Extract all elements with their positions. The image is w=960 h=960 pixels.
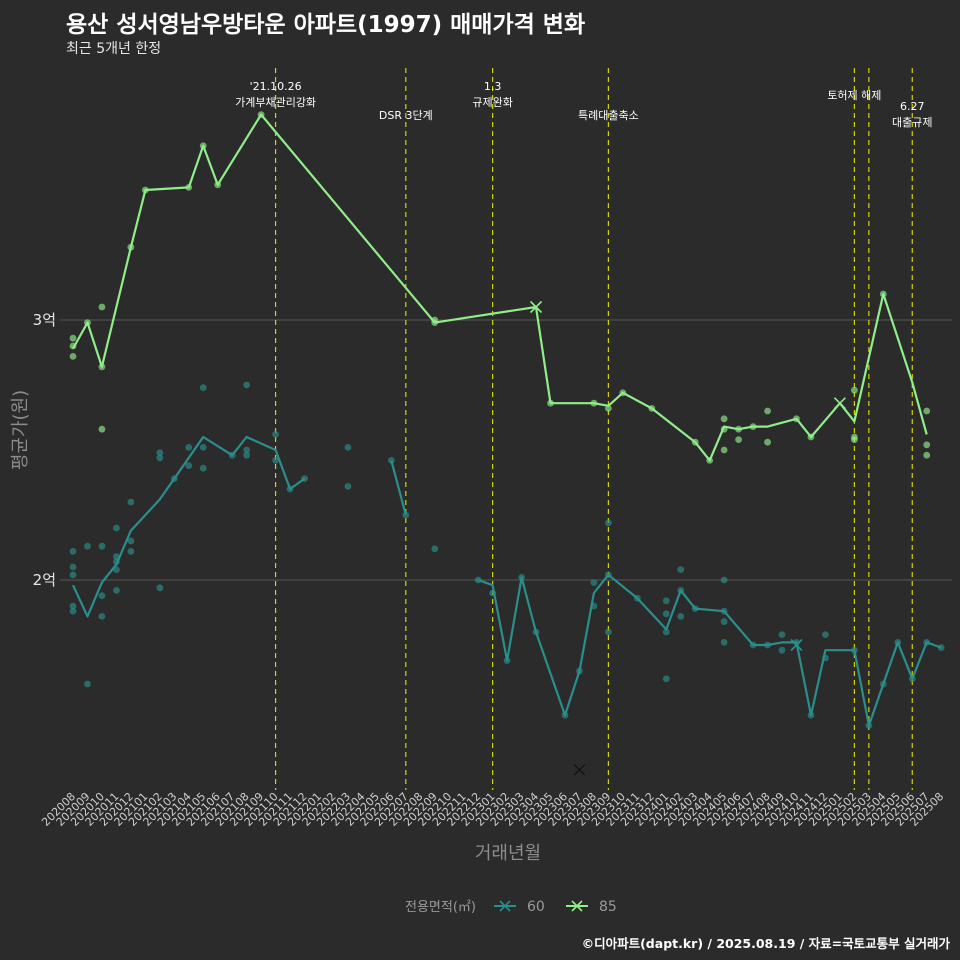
data-point-60	[127, 537, 135, 545]
series-line-60	[390, 460, 407, 516]
data-point-60	[156, 449, 164, 456]
data-point-60	[69, 548, 77, 555]
legend-key-cross	[571, 900, 583, 912]
data-point-60	[84, 680, 91, 688]
series-line-60	[72, 435, 306, 618]
y-tick-label: 3억	[33, 311, 56, 329]
data-point-60	[185, 462, 193, 469]
data-point-60	[98, 592, 106, 599]
data-point-60	[344, 483, 352, 490]
y-tick-label: 2억	[33, 571, 56, 589]
data-point-60	[98, 542, 106, 550]
legend-label-85: 85	[599, 899, 617, 915]
series-line-60	[477, 573, 942, 727]
data-point-85	[850, 386, 858, 394]
data-point-60	[185, 444, 193, 451]
data-point-85	[604, 405, 612, 412]
cross-marker-shadow	[573, 763, 586, 776]
data-point-60	[199, 444, 207, 451]
data-point-85	[850, 436, 858, 443]
legend: 전용면적(㎡) 60 85	[405, 899, 617, 915]
data-point-60	[662, 628, 670, 636]
data-point-60	[127, 498, 135, 506]
data-point-85	[923, 451, 931, 459]
data-point-60	[604, 519, 612, 527]
data-point-60	[113, 587, 120, 594]
data-point-60	[69, 607, 77, 615]
data-point-60	[662, 610, 670, 618]
data-point-60	[272, 457, 279, 464]
data-point-85	[923, 441, 931, 449]
data-point-60	[127, 548, 135, 555]
data-point-60	[662, 597, 670, 605]
chart-subtitle: 최근 5개년 한정	[66, 41, 162, 57]
data-point-60	[431, 545, 439, 553]
chart-title: 용산 성서영남우방타운 아파트(1997) 매매가격 변화	[66, 12, 586, 38]
data-point-60	[720, 618, 728, 625]
cross-marker-60	[790, 638, 803, 652]
data-point-60	[677, 566, 685, 573]
data-point-60	[677, 613, 685, 620]
data-point-85	[720, 446, 728, 454]
data-point-60	[590, 579, 598, 586]
legend-key-cross	[499, 900, 511, 912]
data-point-85	[720, 415, 728, 423]
data-point-60	[69, 563, 77, 571]
data-point-60	[243, 451, 251, 459]
source-caption: ©디아파트(dapt.kr) / 2025.08.19 / 자료=국토교통부 실…	[581, 936, 950, 951]
data-point-85	[69, 353, 77, 360]
data-point-85	[98, 303, 106, 311]
data-point-60	[720, 639, 728, 646]
data-point-85	[764, 438, 771, 446]
data-point-60	[69, 571, 77, 579]
data-point-60	[720, 576, 728, 584]
event-annotation: DSR 3단계	[379, 109, 433, 122]
data-point-60	[199, 464, 207, 472]
data-point-60	[662, 675, 670, 683]
data-point-85	[735, 436, 743, 443]
data-point-85	[69, 334, 77, 342]
data-point-60	[156, 454, 164, 462]
event-annotation: 토허제 해제	[827, 88, 881, 102]
legend-title: 전용면적(㎡)	[405, 900, 476, 915]
data-point-60	[243, 381, 251, 389]
data-point-60	[778, 631, 786, 638]
data-point-60	[69, 602, 77, 610]
x-axis-title: 거래년월	[475, 843, 541, 864]
event-annotation: 1.3 규제완화	[472, 80, 512, 109]
data-point-60	[778, 646, 786, 654]
data-point-60	[604, 628, 612, 636]
data-point-60	[199, 384, 207, 391]
cross-marker-85	[833, 397, 846, 410]
cross-marker-85	[529, 300, 543, 314]
event-annotation: 6.27 대출규제	[892, 100, 932, 129]
event-annotation: 특례대출축소	[578, 109, 639, 122]
legend-label-60: 60	[527, 899, 545, 915]
data-point-60	[98, 613, 106, 620]
data-point-60	[156, 584, 164, 592]
event-annotation: '21.10.26 가계부채관리강화	[235, 80, 316, 109]
data-point-60	[113, 524, 120, 532]
data-point-60	[243, 446, 251, 454]
data-point-60	[402, 511, 410, 519]
data-point-60	[344, 444, 352, 451]
data-point-60	[84, 542, 91, 550]
data-point-85	[923, 407, 931, 415]
y-axis-title: 평균가(원)	[10, 390, 31, 470]
data-point-60	[822, 631, 829, 638]
data-point-60	[272, 431, 279, 438]
series-line-85	[72, 113, 928, 462]
data-point-85	[98, 425, 106, 433]
data-point-85	[764, 407, 771, 415]
